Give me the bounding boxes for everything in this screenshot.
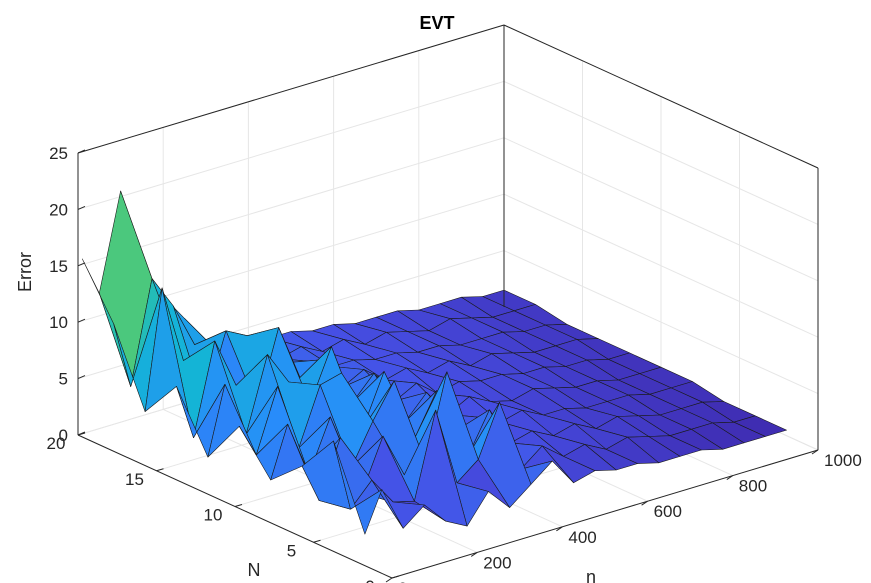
z-tick bbox=[77, 431, 86, 436]
box-edge bbox=[77, 24, 505, 154]
x-tick-label: 1000 bbox=[824, 451, 862, 470]
z-tick bbox=[77, 318, 86, 323]
y-tick bbox=[234, 504, 243, 507]
x-tick-label: 400 bbox=[568, 528, 596, 547]
z-tick-label: 5 bbox=[59, 370, 68, 389]
box-edge bbox=[503, 24, 819, 169]
y-tick-label: 15 bbox=[125, 470, 144, 489]
z-tick bbox=[77, 205, 86, 210]
x-tick-label: 200 bbox=[483, 553, 511, 572]
z-tick-label: 20 bbox=[49, 200, 68, 219]
x-tick bbox=[556, 526, 563, 532]
surface-layer bbox=[82, 190, 787, 535]
y-tick bbox=[156, 468, 164, 472]
x-tick-label: 0 bbox=[398, 579, 407, 583]
x-axis-line bbox=[391, 449, 819, 579]
y-tick bbox=[313, 539, 321, 543]
x-tick bbox=[385, 577, 393, 583]
x-tick bbox=[470, 551, 478, 557]
x-tick-label: 800 bbox=[739, 477, 767, 496]
x-tick bbox=[726, 475, 734, 481]
x-tick bbox=[641, 500, 648, 506]
z-axis-label: Error bbox=[15, 252, 35, 292]
z-tick bbox=[77, 262, 86, 267]
x-axis-label: n bbox=[586, 567, 596, 583]
chart-title: EVT bbox=[419, 13, 454, 33]
y-tick-label: 10 bbox=[204, 506, 223, 525]
y-tick-label: 5 bbox=[287, 541, 296, 560]
z-tick-label: 15 bbox=[49, 257, 68, 276]
y-tick bbox=[391, 575, 400, 579]
surface-patch bbox=[333, 440, 383, 535]
z-tick bbox=[77, 149, 86, 154]
x-tick-label: 600 bbox=[654, 502, 682, 521]
labels-layer: 02004006008001000051015200510152025 bbox=[47, 144, 862, 583]
axes-layer bbox=[77, 24, 819, 583]
z-tick-label: 10 bbox=[49, 313, 68, 332]
y-axis-label: N bbox=[248, 560, 261, 580]
x-tick bbox=[811, 449, 819, 455]
z-tick bbox=[77, 375, 86, 380]
z-tick-label: 0 bbox=[59, 426, 68, 445]
y-tick-label: 0 bbox=[365, 577, 374, 583]
y-tick-label: 20 bbox=[47, 434, 66, 453]
z-tick-label: 25 bbox=[49, 144, 68, 163]
